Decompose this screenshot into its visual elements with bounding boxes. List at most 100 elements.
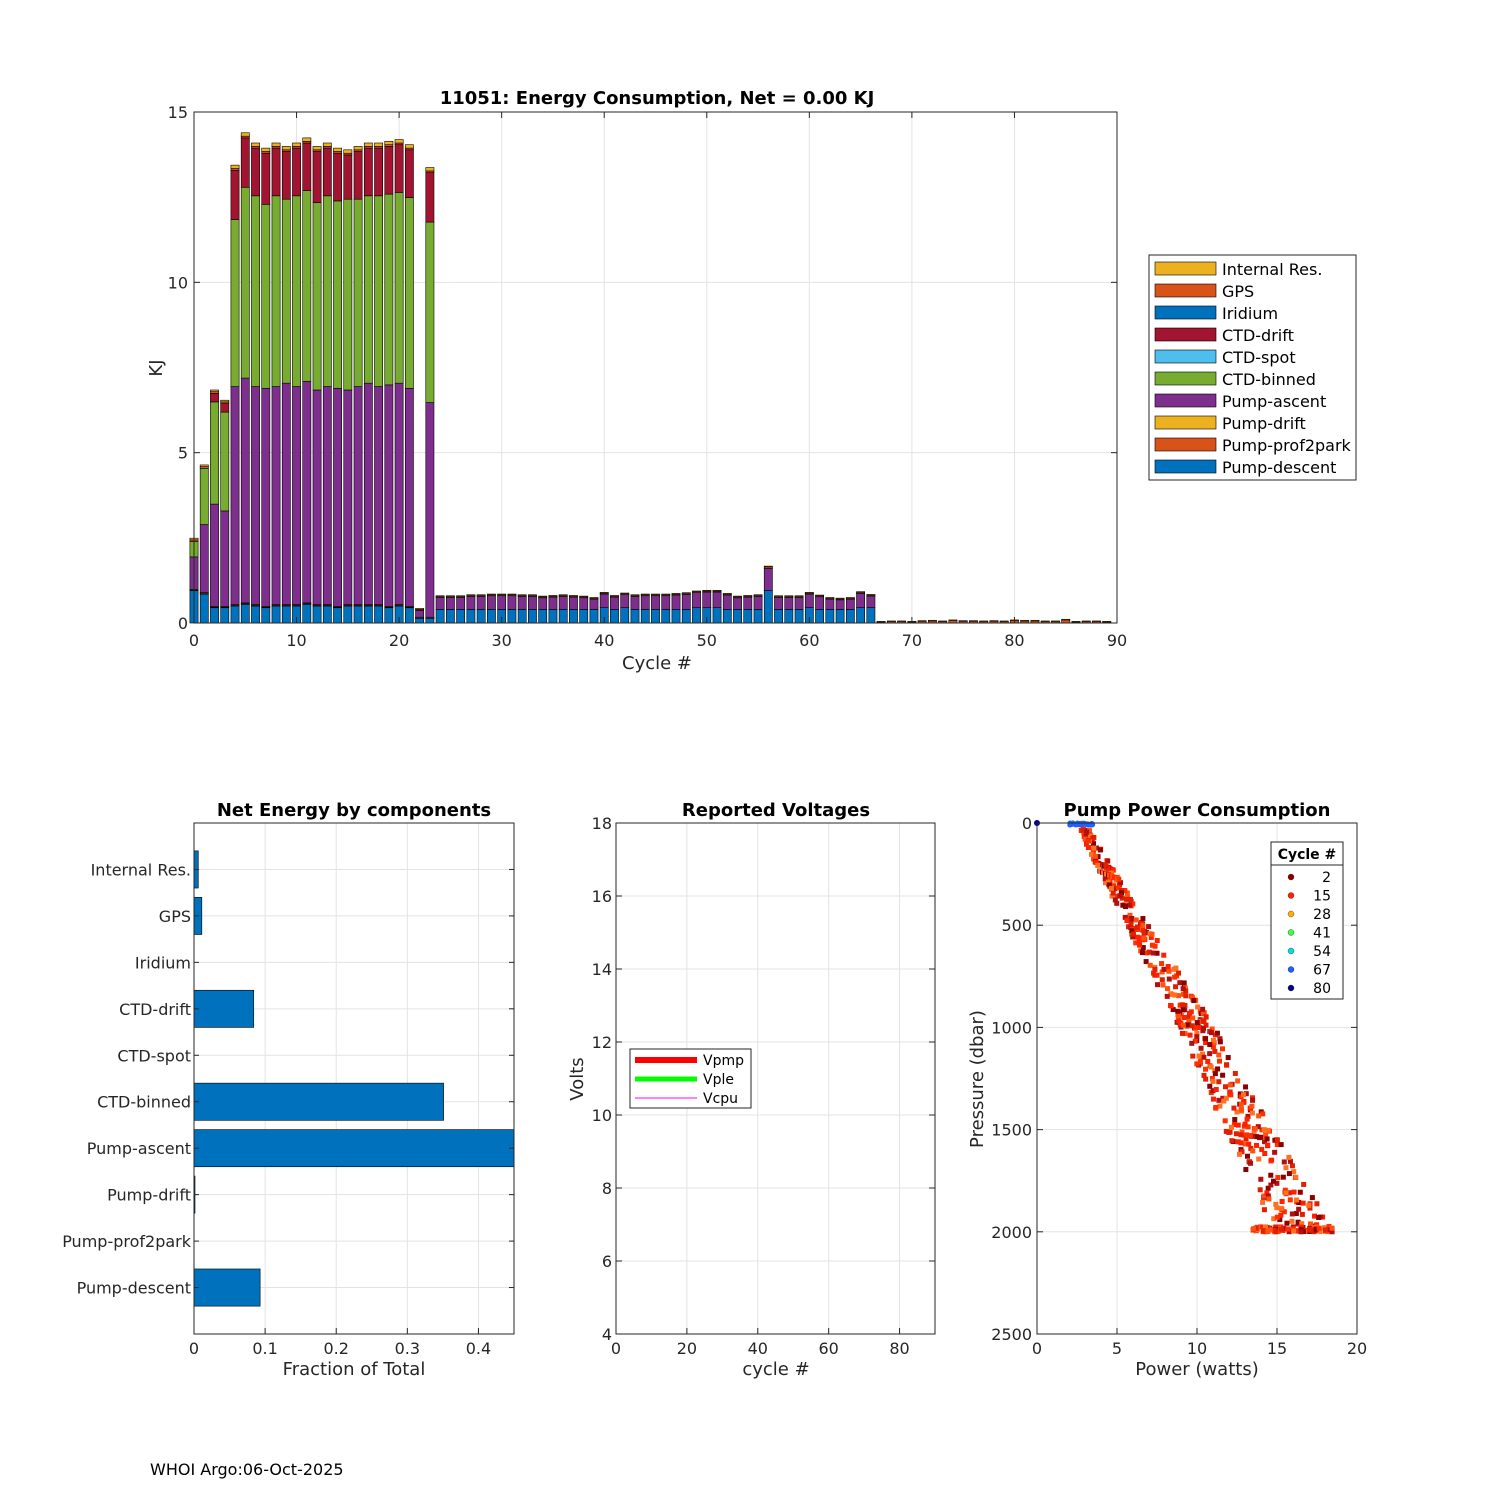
pump-scatter-point bbox=[1307, 1205, 1313, 1211]
pump-scatter-point bbox=[1258, 1224, 1264, 1230]
energy-bar-segment bbox=[610, 595, 619, 597]
pump-x-tick-label: 20 bbox=[1347, 1339, 1367, 1358]
voltages-x-tick-label: 40 bbox=[748, 1339, 768, 1358]
pump-scatter-point bbox=[1097, 847, 1103, 853]
energy-bar-segment bbox=[681, 594, 691, 610]
voltages-y-tick-label: 14 bbox=[592, 960, 612, 979]
energy-x-tick-label: 90 bbox=[1107, 631, 1127, 650]
energy-bar-segment bbox=[466, 594, 476, 596]
pump-scatter-point bbox=[1313, 1226, 1319, 1232]
pump-scatter-point bbox=[1261, 1193, 1267, 1199]
energy-bar-segment bbox=[517, 596, 527, 610]
pump-scatter-point bbox=[1093, 845, 1099, 851]
pump-scatter-point bbox=[1251, 1226, 1257, 1232]
pump-scatter-point bbox=[1173, 984, 1179, 990]
pump-scatter-point bbox=[1155, 982, 1161, 988]
energy-bar-segment bbox=[784, 609, 794, 624]
pump-scatter-point bbox=[1264, 1136, 1270, 1142]
pump-y-tick-label: 1000 bbox=[991, 1018, 1032, 1037]
energy-bar-segment bbox=[343, 154, 353, 200]
components-x-tick-label: 0.2 bbox=[323, 1339, 348, 1358]
components-bar bbox=[193, 989, 255, 1028]
pump-scatter-point bbox=[1258, 1134, 1264, 1140]
energy-x-axis-label: Cycle # bbox=[622, 653, 692, 674]
energy-bar-segment bbox=[774, 609, 783, 624]
energy-bar-segment bbox=[569, 596, 578, 610]
energy-bar-segment bbox=[620, 592, 630, 595]
pump-scatter-point bbox=[1190, 995, 1196, 1001]
pump-scatter-point bbox=[1258, 1176, 1264, 1182]
pump-scatter-point bbox=[1278, 1212, 1284, 1218]
energy-bar-segment bbox=[784, 597, 794, 610]
pump-scatter-point bbox=[1261, 1207, 1267, 1213]
pump-scatter-point bbox=[1259, 1146, 1265, 1152]
energy-bar-segment bbox=[1040, 620, 1050, 623]
pump-scatter-point bbox=[1197, 1059, 1203, 1065]
pump-scatter-point bbox=[1274, 1214, 1280, 1220]
energy-bar-segment bbox=[302, 603, 312, 624]
pump-scatter-point bbox=[1217, 1039, 1223, 1045]
pump-scatter-point bbox=[1291, 1169, 1297, 1175]
pump-scatter-point bbox=[1083, 841, 1089, 847]
energy-bar-segment bbox=[507, 593, 517, 596]
energy-bar-segment bbox=[815, 596, 824, 610]
energy-bar-segment bbox=[220, 399, 230, 403]
energy-bar-segment bbox=[230, 605, 240, 624]
pump-scatter-point bbox=[1212, 1071, 1218, 1077]
pump-scatter-point bbox=[1159, 977, 1165, 983]
energy-bar-segment bbox=[969, 620, 978, 622]
pump-scatter-point bbox=[1165, 964, 1171, 970]
energy-bar-segment bbox=[804, 593, 814, 608]
energy-bar-segment bbox=[640, 595, 650, 610]
energy-legend-swatch bbox=[1154, 261, 1217, 276]
pump-scatter-point bbox=[1210, 1096, 1216, 1102]
pump-scatter-point bbox=[1201, 1072, 1207, 1078]
pump-scatter-point bbox=[1295, 1219, 1301, 1225]
pump-scatter-point bbox=[1232, 1070, 1238, 1076]
pump-scatter-point bbox=[1143, 959, 1149, 965]
pump-scatter-point bbox=[1201, 1025, 1207, 1031]
energy-bar-segment bbox=[199, 468, 209, 525]
voltages-x-axis-label: cycle # bbox=[742, 1359, 809, 1380]
energy-y-tick-label: 15 bbox=[168, 103, 188, 122]
pump-scatter-point bbox=[1249, 1103, 1255, 1109]
pump-scatter-point bbox=[1127, 896, 1133, 902]
pump-scatter-point bbox=[1229, 1138, 1235, 1144]
pump-scatter-point bbox=[1216, 1058, 1222, 1064]
energy-bar-segment bbox=[363, 142, 373, 147]
components-bar bbox=[193, 1268, 261, 1307]
energy-bar-segment bbox=[240, 377, 250, 604]
pump-scatter-point bbox=[1087, 828, 1093, 834]
energy-legend-swatch bbox=[1154, 305, 1217, 320]
pump-scatter-point bbox=[1231, 1105, 1237, 1111]
pump-scatter-point bbox=[1256, 1113, 1262, 1119]
energy-legend-swatch bbox=[1154, 283, 1217, 298]
energy-bar-segment bbox=[374, 605, 384, 624]
pump-y-tick-label: 2500 bbox=[991, 1325, 1032, 1344]
pump-scatter-point bbox=[1224, 1062, 1230, 1068]
energy-bar-segment bbox=[374, 195, 384, 387]
pump-scatter-point bbox=[1314, 1201, 1320, 1207]
energy-bar-segment bbox=[333, 387, 342, 607]
pump-scatter-point bbox=[1197, 1025, 1203, 1030]
energy-bar-segment bbox=[845, 598, 855, 610]
pump-scatter-point bbox=[1141, 935, 1147, 941]
energy-bar-segment bbox=[886, 620, 896, 623]
pump-scatter-point bbox=[1114, 893, 1120, 899]
energy-legend-label: CTD-drift bbox=[1222, 326, 1294, 345]
pump-scatter-point bbox=[1228, 1124, 1234, 1130]
energy-x-tick-label: 50 bbox=[697, 631, 717, 650]
energy-bar-segment bbox=[445, 597, 455, 610]
pump-scatter-point bbox=[1297, 1189, 1303, 1195]
pump-scatter-point bbox=[1102, 876, 1108, 882]
pump-scatter-point bbox=[1154, 972, 1160, 978]
energy-bar-segment bbox=[353, 198, 363, 387]
pump-scatter-point bbox=[1086, 838, 1092, 844]
energy-bar-segment bbox=[425, 172, 435, 223]
pump-scatter-point bbox=[1185, 1022, 1191, 1028]
pump-scatter-point bbox=[1190, 1015, 1196, 1021]
pump-scatter-point bbox=[1289, 1163, 1295, 1169]
pump-scatter-point bbox=[1243, 1091, 1249, 1097]
voltages-x-tick-label: 60 bbox=[818, 1339, 838, 1358]
energy-bar-segment bbox=[630, 594, 640, 596]
